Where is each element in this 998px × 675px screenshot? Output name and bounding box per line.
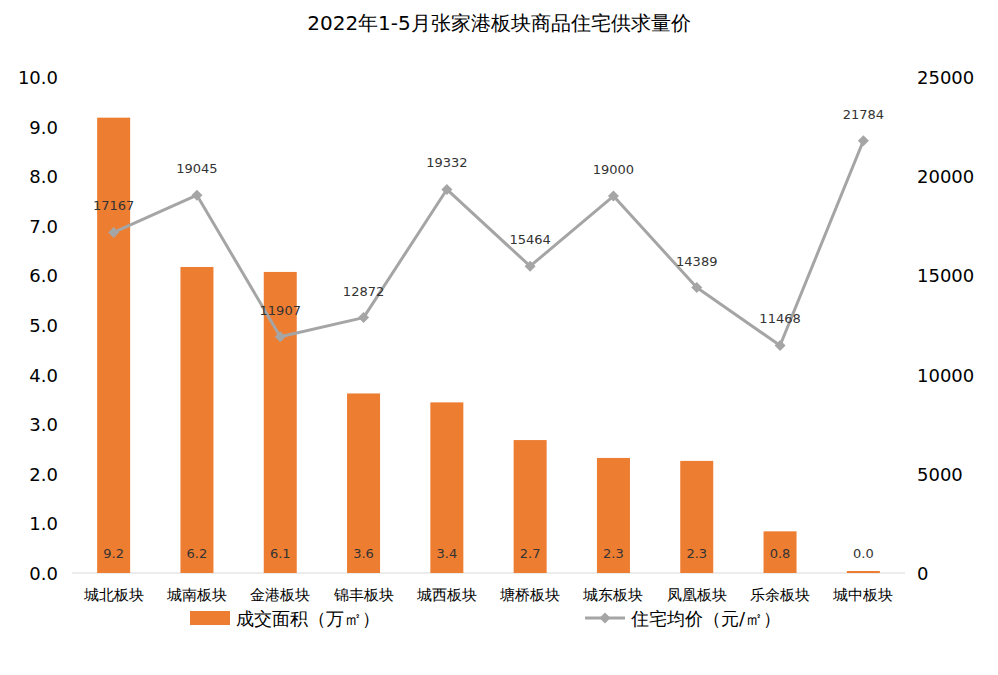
y-tick-label: 0.0 <box>29 563 58 584</box>
y2-tick-label: 20000 <box>917 166 974 187</box>
legend-label: 成交面积（万㎡） <box>236 608 380 629</box>
bar <box>764 531 797 573</box>
y-tick <box>68 523 72 524</box>
y-tick <box>68 275 72 276</box>
bar-label: 2.7 <box>520 546 541 561</box>
marker <box>858 135 869 146</box>
bar <box>680 461 713 573</box>
y-tick <box>68 325 72 326</box>
x-tick-label: 城中板块 <box>832 586 893 604</box>
marker <box>108 227 119 238</box>
line-label: 12872 <box>343 284 384 299</box>
marker <box>275 331 286 342</box>
marker <box>608 191 619 202</box>
line-label: 14389 <box>676 254 717 269</box>
marks <box>97 118 880 573</box>
x-tick-label: 城南板块 <box>166 586 227 604</box>
y2-tick-label: 25000 <box>917 67 974 88</box>
bar-label: 6.2 <box>187 546 208 561</box>
x-tick-label: 城北板块 <box>83 586 144 604</box>
bar <box>597 458 630 573</box>
y-tick <box>68 126 72 127</box>
y-tick <box>68 573 72 574</box>
title: 2022年1-5月张家港板块商品住宅供求量价 <box>307 11 691 35</box>
marker <box>775 340 786 351</box>
line-label: 17167 <box>93 198 134 213</box>
line-label: 11468 <box>759 311 800 326</box>
y2-tick <box>905 374 909 375</box>
y-tick-label: 2.0 <box>29 464 58 485</box>
line-label: 11907 <box>260 303 301 318</box>
marker <box>358 312 369 323</box>
y-tick-label: 4.0 <box>29 365 58 386</box>
y2-tick <box>905 473 909 474</box>
x-tick-label: 城东板块 <box>582 586 643 604</box>
y-tick-label: 5.0 <box>29 315 58 336</box>
bar-label: 9.2 <box>103 546 124 561</box>
bar-label: 3.4 <box>437 546 458 561</box>
y-tick-label: 9.0 <box>29 117 58 138</box>
y-tick-label: 1.0 <box>29 513 58 534</box>
y-tick-label: 10.0 <box>18 67 58 88</box>
data-labels: 9.2 6.2 6.1 3.6 3.4 2.7 2.3 2.3 0.8 0.0 17167 19045… <box>93 107 884 561</box>
y2-tick-label: 5000 <box>917 464 963 485</box>
marker <box>525 261 536 272</box>
bar-label: 6.1 <box>270 546 291 561</box>
x-tick-label: 金港板块 <box>250 586 310 604</box>
legend-label: 住宅均价（元/㎡） <box>630 608 781 629</box>
y2-tick-label: 10000 <box>917 365 974 386</box>
bar <box>514 440 547 573</box>
y-tick-label: 7.0 <box>29 216 58 237</box>
y2-tick-label: 0 <box>917 563 928 584</box>
y-tick <box>68 176 72 177</box>
y2-tick <box>905 176 909 177</box>
y-tick <box>68 473 72 474</box>
y-tick <box>68 225 72 226</box>
y-tick <box>68 77 72 78</box>
bar <box>347 393 380 573</box>
x-tick-label: 城西板块 <box>416 586 477 604</box>
bar-label: 2.3 <box>686 546 707 561</box>
marker <box>191 190 202 201</box>
bar-label: 3.6 <box>353 546 374 561</box>
line-label: 19045 <box>176 161 217 176</box>
bar <box>430 402 463 573</box>
bar-label: 0.8 <box>770 546 791 561</box>
line <box>114 141 864 346</box>
bar-label: 0.0 <box>853 546 874 561</box>
y-tick-label: 8.0 <box>29 166 58 187</box>
y2-tick <box>905 275 909 276</box>
marker <box>441 184 452 195</box>
marker <box>691 282 702 293</box>
y2-tick <box>905 77 909 78</box>
legend-swatch <box>190 611 230 625</box>
line-label: 15464 <box>509 232 550 247</box>
bar <box>180 267 213 573</box>
line-label: 19000 <box>593 162 634 177</box>
x-tick-label: 塘桥板块 <box>499 586 560 604</box>
x-tick-label: 凤凰板块 <box>667 586 727 604</box>
chart: 2022年1-5月张家港板块商品住宅供求量价 0.0 1.0 2.0 3.0 4.0 5.0… <box>0 0 998 675</box>
line-label: 21784 <box>843 107 884 122</box>
legend-marker <box>600 613 611 624</box>
bar <box>97 118 130 573</box>
line-label: 19332 <box>426 155 467 170</box>
legend: 成交面积（万㎡） 住宅均价（元/㎡） <box>190 608 781 629</box>
bar-label: 2.3 <box>603 546 624 561</box>
x-tick-label: 乐余板块 <box>750 586 810 604</box>
y2-tick <box>905 573 909 574</box>
y-tick <box>68 424 72 425</box>
x-tick-label: 锦丰板块 <box>333 586 394 604</box>
background <box>0 0 998 675</box>
y2-tick-label: 15000 <box>917 265 974 286</box>
y-tick-label: 3.0 <box>29 414 58 435</box>
y-tick <box>68 374 72 375</box>
y-tick-label: 6.0 <box>29 265 58 286</box>
bar <box>847 571 880 573</box>
